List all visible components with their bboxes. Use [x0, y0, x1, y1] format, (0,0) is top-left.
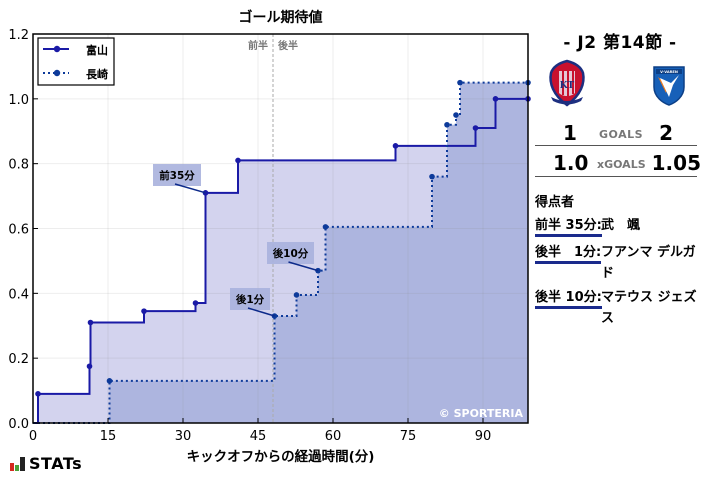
goals-label: GOALS	[599, 128, 644, 141]
watermark: © SPORTERIA	[439, 407, 524, 420]
series-line-home	[33, 97, 528, 424]
data-point	[86, 363, 93, 370]
x-tick-label: 0	[29, 429, 37, 444]
home-goals: 1	[563, 121, 577, 145]
data-point	[192, 300, 199, 306]
scorer-name: 武 颯	[601, 218, 641, 233]
y-tick-label: 0.6	[8, 223, 29, 238]
home-xg: 1.0	[553, 151, 589, 175]
goal-annotation-label: 前35分	[159, 169, 195, 182]
goal-annotation-box	[267, 242, 314, 264]
data-point	[429, 173, 435, 180]
xgoals-row: 1.0 xGOALS 1.05	[535, 148, 701, 177]
away-goals: 2	[659, 121, 673, 145]
scorer-item: 前半 35分: 武 颯	[535, 215, 707, 237]
goal-annotation-box	[230, 288, 270, 310]
scorer-item: 後半 10分: マテウス ジェズス	[535, 287, 707, 329]
data-point	[444, 121, 450, 128]
data-point	[141, 308, 147, 314]
x-tick-label: 75	[400, 429, 417, 444]
y-tick-label: 0.8	[8, 158, 29, 173]
team-crests: KT V·VAREN	[533, 59, 707, 119]
bar-chart-icon	[10, 457, 25, 471]
y-tick-label: 0.0	[8, 417, 29, 432]
data-point	[322, 224, 329, 230]
x-tick-label: 15	[100, 429, 117, 444]
data-point	[453, 112, 459, 118]
data-point	[492, 96, 499, 102]
data-point	[472, 125, 479, 131]
x-tick-label: 30	[175, 429, 192, 444]
xgoals-label: xGOALS	[597, 158, 646, 171]
scorers-title: 得点者	[535, 195, 575, 210]
series-fill	[33, 82, 528, 423]
away-xg: 1.05	[651, 151, 701, 175]
data-point	[271, 313, 278, 319]
svg-text:KT: KT	[560, 81, 575, 91]
goal-annotation-box	[153, 164, 201, 186]
goal-annotation-label: 後1分	[235, 293, 265, 306]
scorer-time: 後半 1分:	[535, 245, 602, 264]
match-summary-panel: - J2 第14節 - KT V·VAREN 1 GOALS 2 1.0 xGO…	[533, 24, 707, 329]
y-tick-label: 1.0	[8, 93, 29, 108]
legend-label-home: 富山	[86, 43, 108, 57]
legend	[37, 37, 115, 86]
svg-text:V·VAREN: V·VAREN	[660, 70, 678, 74]
y-tick-label: 1.2	[8, 28, 29, 43]
second-half-label: 後半	[278, 39, 298, 52]
x-axis-label: キックオフからの経過時間(分)	[187, 448, 375, 465]
scorer-item: 後半 1分: フアンマ デルガド	[535, 242, 707, 284]
chart-title: ゴール期待値	[239, 9, 323, 26]
goal-annotation-label: 後10分	[272, 247, 309, 260]
y-tick-label: 0.4	[8, 287, 29, 302]
data-point	[106, 378, 113, 384]
scorer-time: 後半 10分:	[535, 290, 602, 309]
scorer-name: フアンマ デルガド	[601, 245, 696, 281]
data-point	[392, 143, 399, 149]
data-point	[293, 292, 300, 298]
home-team-crest-icon: KT	[549, 59, 585, 107]
data-point	[87, 319, 94, 326]
round-title: - J2 第14節 -	[563, 33, 677, 53]
goals-row: 1 GOALS 2	[535, 119, 697, 146]
x-tick-label: 60	[325, 429, 342, 444]
data-point	[35, 391, 41, 397]
scorer-name: マテウス ジェズス	[601, 290, 697, 326]
data-point	[457, 79, 463, 86]
legend-label-away: 長崎	[86, 67, 108, 81]
scorer-time: 前半 35分:	[535, 218, 602, 237]
y-tick-label: 0.2	[8, 352, 29, 367]
x-tick-label: 90	[475, 429, 492, 444]
stats-logo: STATs	[10, 454, 83, 473]
away-team-crest-icon: V·VAREN	[653, 66, 685, 106]
data-point	[235, 157, 241, 164]
first-half-label: 前半	[248, 39, 268, 52]
x-tick-label: 45	[250, 429, 267, 444]
series-line-away	[33, 81, 528, 424]
stats-logo-text: STATs	[29, 454, 83, 473]
